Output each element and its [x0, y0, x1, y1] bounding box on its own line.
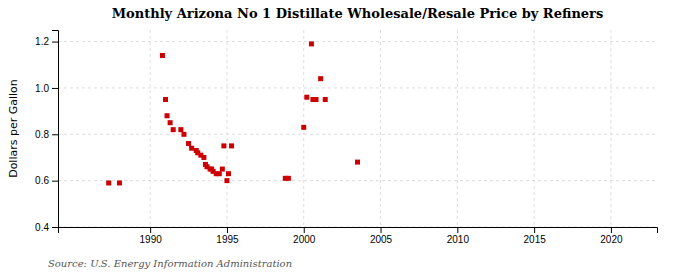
- x-tick-label: 2000: [293, 234, 316, 245]
- x-tick-mark: [381, 227, 382, 233]
- point: [318, 76, 323, 81]
- point: [117, 180, 122, 185]
- x-tick: 2020: [600, 227, 623, 245]
- x-tick: 2000: [293, 227, 316, 245]
- point: [309, 41, 314, 46]
- y-tick-mark: [52, 42, 58, 43]
- x-tick-label: 2010: [447, 234, 470, 245]
- point: [181, 132, 186, 137]
- y-tick-label: 0.6: [35, 175, 49, 186]
- x-tick: 2005: [370, 227, 393, 245]
- y-tick: 1.0: [35, 83, 58, 94]
- grid-line-x: [457, 30, 458, 227]
- x-tick-mark: [611, 227, 612, 233]
- chart: 1990 1995 2000 2005 2010 2015 2020 0.4 0.6 0.8 1.0…: [0, 0, 675, 275]
- point: [224, 178, 229, 183]
- y-axis-line: [52, 31, 59, 228]
- point: [160, 53, 165, 58]
- point: [226, 171, 231, 176]
- point: [355, 160, 360, 165]
- point: [165, 113, 170, 118]
- point: [186, 141, 191, 146]
- point: [189, 146, 194, 151]
- grid: [58, 30, 657, 227]
- x-tick-label: 1995: [216, 234, 239, 245]
- title: Monthly Arizona No 1 Distillate Wholesal…: [112, 6, 604, 21]
- point: [286, 176, 291, 181]
- x-tick: 1990: [140, 227, 163, 245]
- y-tick-mark: [52, 88, 58, 89]
- x-tick: 2015: [524, 227, 547, 245]
- x-tick-label: 2015: [524, 234, 547, 245]
- x-tick-mark: [227, 227, 228, 233]
- y-tick: 0.8: [35, 129, 58, 140]
- point: [314, 97, 319, 102]
- grid-line-x: [534, 30, 535, 227]
- y-tick-mark: [52, 134, 58, 135]
- y-tick-label: 1.0: [35, 83, 49, 94]
- grid-line-y: [58, 134, 657, 135]
- point: [171, 127, 176, 132]
- x-tick: 1995: [216, 227, 239, 245]
- point: [106, 180, 111, 185]
- point: [168, 120, 173, 125]
- y-tick: 1.2: [35, 36, 58, 47]
- x-tick-label: 1990: [140, 234, 163, 245]
- grid-line-x: [380, 30, 381, 227]
- x-axis-line: [59, 228, 658, 234]
- x-tick-mark: [150, 227, 151, 233]
- grid-line-x: [226, 30, 227, 227]
- point: [304, 95, 309, 100]
- annotation: Source: U.S. Energy Information Administ…: [48, 258, 292, 269]
- grid-line-y: [58, 41, 657, 42]
- grid-line-x: [150, 30, 151, 227]
- x-tick-mark: [534, 227, 535, 233]
- y-tick-mark: [52, 181, 58, 182]
- point: [217, 171, 222, 176]
- point: [163, 97, 168, 102]
- x-tick: 2010: [447, 227, 470, 245]
- y-tick: 0.6: [35, 175, 58, 186]
- y-tick-label: 1.2: [35, 36, 49, 47]
- point: [221, 143, 226, 148]
- grid-line-y: [58, 87, 657, 88]
- y-axis: 0.4 0.6 0.8 1.0 1.2: [35, 31, 58, 233]
- y-tick: 0.4: [35, 222, 58, 233]
- x-tick-label: 2020: [600, 234, 623, 245]
- x-tick-mark: [457, 227, 458, 233]
- grid-line-x: [610, 30, 611, 227]
- x-tick-mark: [304, 227, 305, 233]
- point: [323, 97, 328, 102]
- y-axis-label: Dollars per Gallon: [7, 79, 20, 178]
- x-axis: 1990 1995 2000 2005 2010 2015 2020: [59, 227, 658, 245]
- point: [301, 125, 306, 130]
- points: [106, 41, 360, 185]
- point: [178, 127, 183, 132]
- y-tick-mark: [52, 227, 58, 228]
- point: [201, 155, 206, 160]
- point: [220, 167, 225, 172]
- point: [229, 143, 234, 148]
- grid-line-y: [58, 180, 657, 181]
- plot-area: 1990 1995 2000 2005 2010 2015 2020 0.4 0.6 0.8 1.0…: [35, 30, 657, 245]
- y-tick-label: 0.4: [35, 222, 49, 233]
- y-tick-label: 0.8: [35, 129, 49, 140]
- x-tick-label: 2005: [370, 234, 393, 245]
